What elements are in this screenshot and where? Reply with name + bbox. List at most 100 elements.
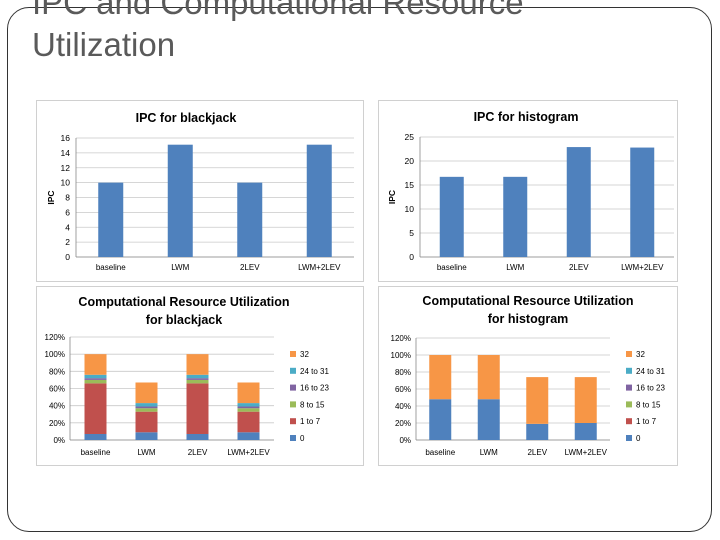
bar [98,182,124,257]
x-tick-label: 2LEV [188,448,208,457]
bar [306,144,332,257]
slide-title: IPC and Computational Resource Utilizati… [32,0,652,66]
stacked-bar-segment [135,382,158,404]
y-tick-label: 8 [65,193,70,203]
utilization-blackjack-chart: Computational Resource Utilization for bl… [36,286,364,466]
y-tick-label: 10 [61,178,71,188]
legend-label: 16 to 23 [636,384,665,393]
stacked-bar-segment [237,406,260,409]
y-tick-label: 0% [53,436,65,445]
stacked-bar-segment [84,383,107,434]
x-tick-label: baseline [425,448,455,457]
x-tick-label: baseline [96,263,126,272]
stacked-bar-segment [526,423,549,440]
y-tick-label: 25 [405,132,415,142]
legend-swatch [290,435,296,441]
stacked-bar-segment [237,403,260,407]
y-tick-label: 16 [61,133,71,143]
stacked-bar-segment [84,379,107,384]
x-tick-label: baseline [437,263,467,272]
y-tick-label: 80% [395,368,411,377]
x-tick-label: baseline [81,448,111,457]
legend-swatch [290,351,296,357]
bar [439,176,464,257]
stacked-bar-segment [135,406,158,409]
bar [503,176,528,257]
y-tick-label: 80% [49,367,65,376]
chart-title-line: for histogram [488,312,569,326]
stacked-bar-segment [186,354,209,375]
x-tick-label: LWM [506,263,524,272]
stacked-bar-segment [135,403,158,407]
stacked-bar-segment [186,374,209,379]
legend-label: 16 to 23 [300,384,329,393]
y-tick-label: 120% [45,333,65,342]
stacked-bar-segment [186,383,209,434]
chart-title: IPC for histogram [474,110,579,124]
stacked-bar-segment [84,354,107,375]
stacked-bar-segment [237,411,260,433]
y-tick-label: 60% [49,385,65,394]
y-tick-label: 20% [49,419,65,428]
legend-label: 8 to 15 [636,400,661,409]
y-tick-label: 12 [61,163,71,173]
y-tick-label: 15 [405,180,415,190]
stacked-bar-segment [429,355,452,400]
stacked-bar-segment [574,423,597,440]
slide-title-line2: Utilization [32,26,176,63]
y-tick-label: 120% [391,334,411,343]
y-tick-label: 20% [395,419,411,428]
chart-border [378,100,678,282]
legend-swatch [626,384,632,391]
y-tick-label: 20 [405,156,415,166]
stacked-bar-segment [84,374,107,379]
legend-swatch [626,367,632,374]
legend-label: 0 [636,434,641,443]
y-tick-label: 0% [399,436,411,445]
legend-label: 32 [300,350,309,359]
chart-title-line: Computational Resource Utilization [78,295,289,309]
chart-title: IPC for blackjack [136,111,237,125]
x-tick-label: LWM+2LEV [565,448,608,457]
slide-frame [7,7,712,532]
stacked-bar-segment [237,382,260,404]
stacked-bar-segment [135,411,158,433]
stacked-bar-segment [84,378,107,380]
x-tick-label: LWM [480,448,498,457]
stacked-bar-segment [237,408,260,412]
y-tick-label: 5 [409,228,414,238]
stacked-bar-segment [429,399,452,440]
legend-label: 8 to 15 [300,400,325,409]
chart-title-line: for blackjack [146,313,222,327]
stacked-bar-segment [237,432,260,440]
stacked-bar-segment [526,377,549,424]
x-tick-label: 2LEV [240,263,260,272]
y-tick-label: 2 [65,237,70,247]
ipc-histogram-chart: IPC for histogram 0 5 10 15 20 25 IPC baseline LW… [378,100,678,282]
x-tick-label: 2LEV [569,263,589,272]
stacked-bar-segment [186,433,209,440]
x-tick-label: 2LEV [527,448,547,457]
legend-swatch [626,418,632,425]
stacked-bar-segment [186,379,209,384]
legend-label: 32 [636,350,645,359]
legend-label: 1 to 7 [636,417,657,426]
y-tick-label: 60% [395,385,411,394]
bar [237,182,263,257]
bar [566,147,591,257]
stacked-bar-segment [477,399,500,440]
x-tick-label: LWM+2LEV [621,263,664,272]
legend-swatch [290,384,296,391]
chart-title-line: Computational Resource Utilization [422,294,633,308]
y-tick-label: 40% [395,402,411,411]
legend-swatch [626,435,632,441]
stacked-bar-segment [135,432,158,440]
y-tick-label: 100% [45,350,65,359]
legend-swatch [626,351,632,357]
stacked-bar-segment [84,433,107,440]
y-tick-label: 40% [49,402,65,411]
y-tick-label: 4 [65,222,70,232]
y-tick-label: 0 [65,252,70,262]
stacked-bar-segment [477,355,500,400]
legend-swatch [626,401,632,408]
